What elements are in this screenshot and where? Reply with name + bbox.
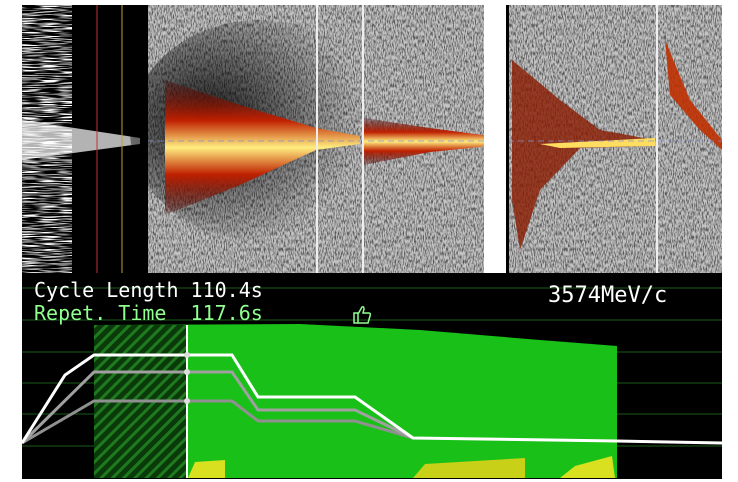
page: Cycle Length 110.4s Repet. Time 117.6s 3… xyxy=(0,0,738,482)
display: Cycle Length 110.4s Repet. Time 117.6s 3… xyxy=(0,0,738,482)
momentum: 3574MeV/c xyxy=(548,283,667,308)
cursor-dot xyxy=(184,369,190,375)
waterfall xyxy=(22,5,722,273)
separator xyxy=(316,5,318,273)
cycle-length: Cycle Length 110.4s xyxy=(34,278,263,302)
separator xyxy=(506,5,509,273)
cursor-dot xyxy=(184,352,190,358)
cycle-plot: Cycle Length 110.4s Repet. Time 117.6s 3… xyxy=(22,273,722,479)
separator xyxy=(484,5,506,273)
separator xyxy=(656,5,658,273)
cursor-dot xyxy=(184,398,190,404)
separator xyxy=(362,5,364,273)
repetition-time: Repet. Time 117.6s xyxy=(34,301,263,325)
